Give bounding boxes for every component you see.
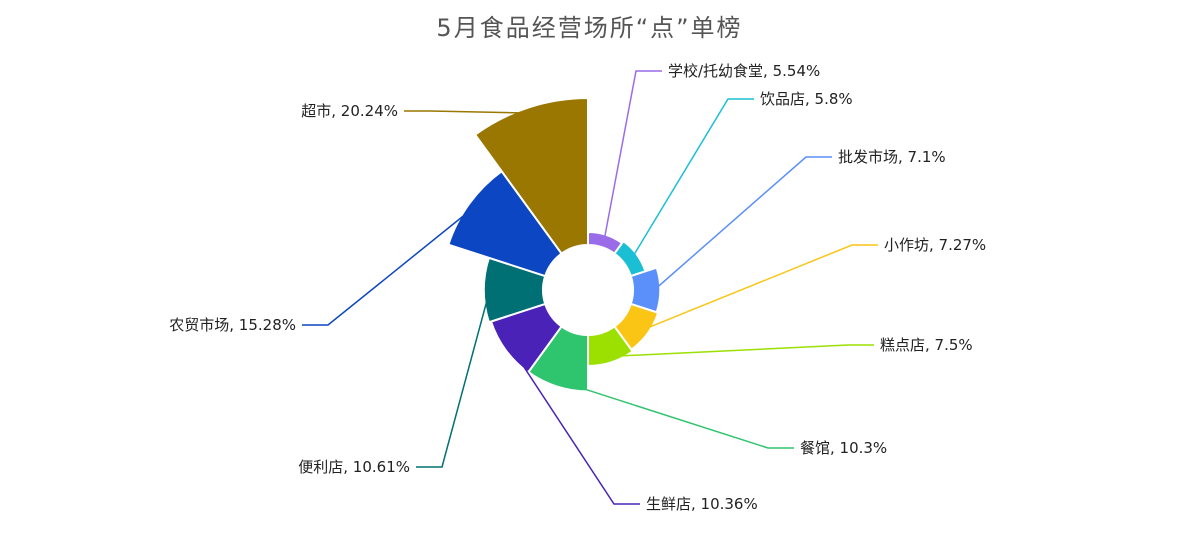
leader-line — [653, 156, 832, 291]
slice-label: 批发市场, 7.1% — [838, 148, 946, 166]
leader-line — [558, 380, 794, 449]
slice-label: 便利店, 10.61% — [298, 458, 410, 476]
slice-label: 小作坊, 7.27% — [884, 236, 986, 254]
leader-line — [302, 206, 475, 326]
rose-slice[interactable] — [473, 96, 589, 255]
leader-line — [642, 244, 878, 331]
slice-label: 超市, 20.24% — [301, 102, 398, 120]
slice-label: 餐馆, 10.3% — [800, 439, 887, 457]
rose-slice[interactable] — [447, 169, 563, 278]
leader-line — [509, 345, 640, 505]
slice-label: 生鲜店, 10.36% — [646, 495, 758, 513]
chart-title: 5月食品经营场所“点”单榜 — [436, 14, 743, 42]
rose-slice[interactable] — [613, 239, 647, 278]
slice-label: 农贸市场, 15.28% — [169, 316, 296, 334]
leader-line — [603, 70, 662, 241]
slice-label: 饮品店, 5.8% — [760, 90, 853, 108]
leader-line — [631, 98, 754, 259]
leader-line — [416, 289, 491, 468]
leader-line — [609, 344, 874, 358]
slice-label: 学校/托幼食堂, 5.54% — [668, 62, 820, 80]
leader-line — [404, 110, 531, 114]
slice-label: 糕点店, 7.5% — [880, 336, 973, 354]
